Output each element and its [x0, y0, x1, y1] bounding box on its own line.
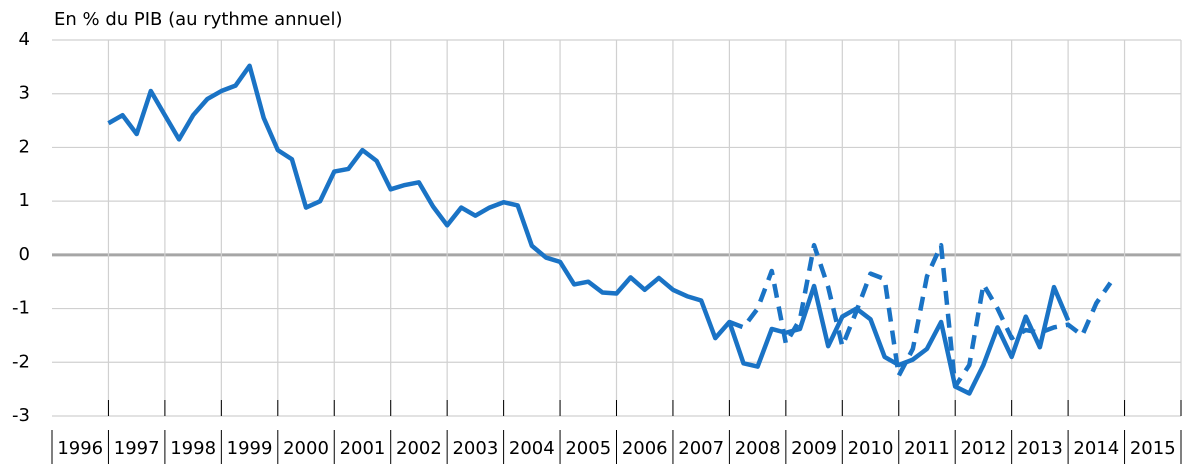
x-tick-label: 1998 — [170, 438, 216, 459]
x-tick-label: 1999 — [227, 438, 273, 459]
y-tick-label: -3 — [12, 405, 30, 426]
x-tick-label: 2000 — [283, 438, 329, 459]
x-tick-label: 2008 — [735, 438, 781, 459]
x-tick-label: 1997 — [114, 438, 160, 459]
y-tick-label: 4 — [19, 29, 30, 50]
x-tick-label: 2011 — [904, 438, 950, 459]
series-line — [107, 63, 1071, 396]
y-tick-label: 2 — [19, 136, 30, 157]
axis-label: En % du PIB (au rythme annuel) — [54, 9, 343, 30]
y-tick-label: 3 — [19, 83, 30, 104]
y-tick-label: 1 — [19, 190, 30, 211]
x-tick-label: 2013 — [1017, 438, 1063, 459]
x-tick-label: 2005 — [565, 438, 611, 459]
x-tick-label: 2007 — [678, 438, 724, 459]
y-tick-label: 0 — [19, 244, 30, 265]
y-tick-label: -1 — [12, 298, 30, 319]
x-tick-label: 2015 — [1130, 438, 1176, 459]
x-tick-label: 2001 — [340, 438, 386, 459]
x-tick-label: 2012 — [961, 438, 1007, 459]
x-tick-label: 2004 — [509, 438, 555, 459]
series-line — [728, 242, 1113, 389]
y-tick-label: -2 — [12, 351, 30, 372]
x-tick-label: 2003 — [452, 438, 498, 459]
x-tick-label: 2009 — [791, 438, 837, 459]
x-tick-label: 2010 — [848, 438, 894, 459]
x-tick-label: 2002 — [396, 438, 442, 459]
x-tick-label: 2006 — [622, 438, 668, 459]
x-tick-label: 1996 — [57, 438, 103, 459]
x-tick-label: 2014 — [1073, 438, 1119, 459]
